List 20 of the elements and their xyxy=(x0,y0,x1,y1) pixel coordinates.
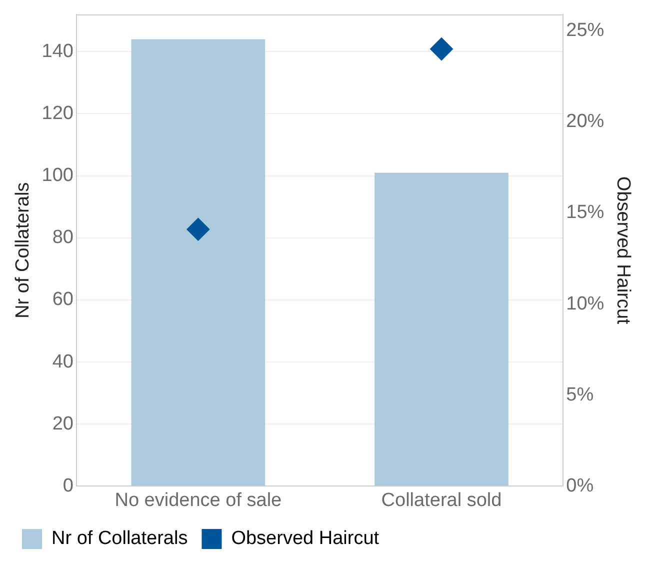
y-tick-label: 60 xyxy=(52,289,74,310)
legend-label: Nr of Collaterals xyxy=(52,528,188,550)
y2-tick-label: 25% xyxy=(566,20,604,42)
y-tick-label: 0 xyxy=(62,475,74,496)
y-tick-label: 100 xyxy=(42,165,74,186)
y-axis-title: Nr of Collaterals xyxy=(12,182,34,318)
y2-tick-label: 10% xyxy=(566,293,604,314)
y-tick-label: 120 xyxy=(42,102,74,124)
x-tick-label: Collateral sold xyxy=(381,490,502,511)
y2-tick-label: 5% xyxy=(566,384,594,406)
x-tick-label: No evidence of sale xyxy=(114,490,282,511)
legend-label: Observed Haircut xyxy=(231,528,380,550)
y2-axis-title: Observed Haircut xyxy=(612,176,634,325)
y2-tick-label: 0% xyxy=(566,475,594,496)
y2-tick-label: 15% xyxy=(566,202,604,224)
y-tick-label: 140 xyxy=(42,40,74,62)
y-tick-label: 20 xyxy=(52,413,74,434)
y-tick-label: 40 xyxy=(52,351,74,372)
y2-tick-label: 20% xyxy=(566,111,604,132)
y-tick-label: 80 xyxy=(52,227,74,248)
